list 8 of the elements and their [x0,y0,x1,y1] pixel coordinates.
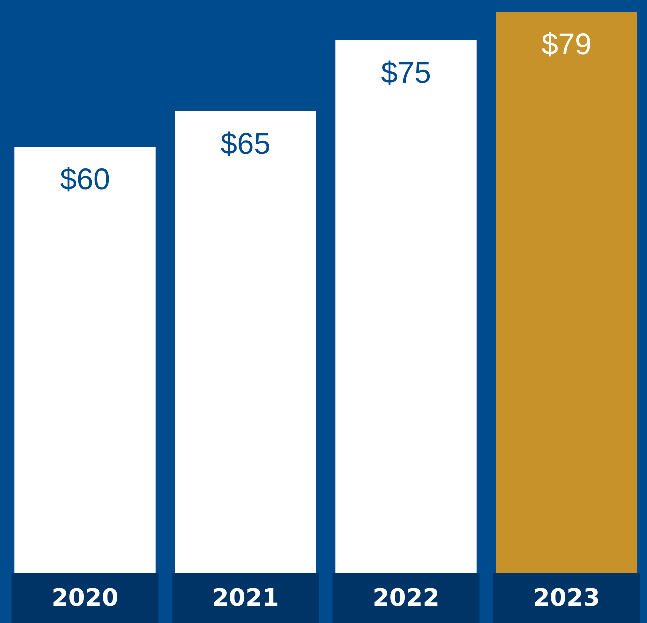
data-label: $79 [542,28,592,62]
x-tick-label: 2020 [52,584,119,612]
x-tick-label: 2023 [533,584,600,612]
data-label: $65 [220,128,271,161]
x-tick-label: 2022 [372,584,440,612]
x-tick-label: 2021 [212,584,280,612]
data-label: $75 [381,57,432,90]
data-label: $60 [60,164,110,196]
